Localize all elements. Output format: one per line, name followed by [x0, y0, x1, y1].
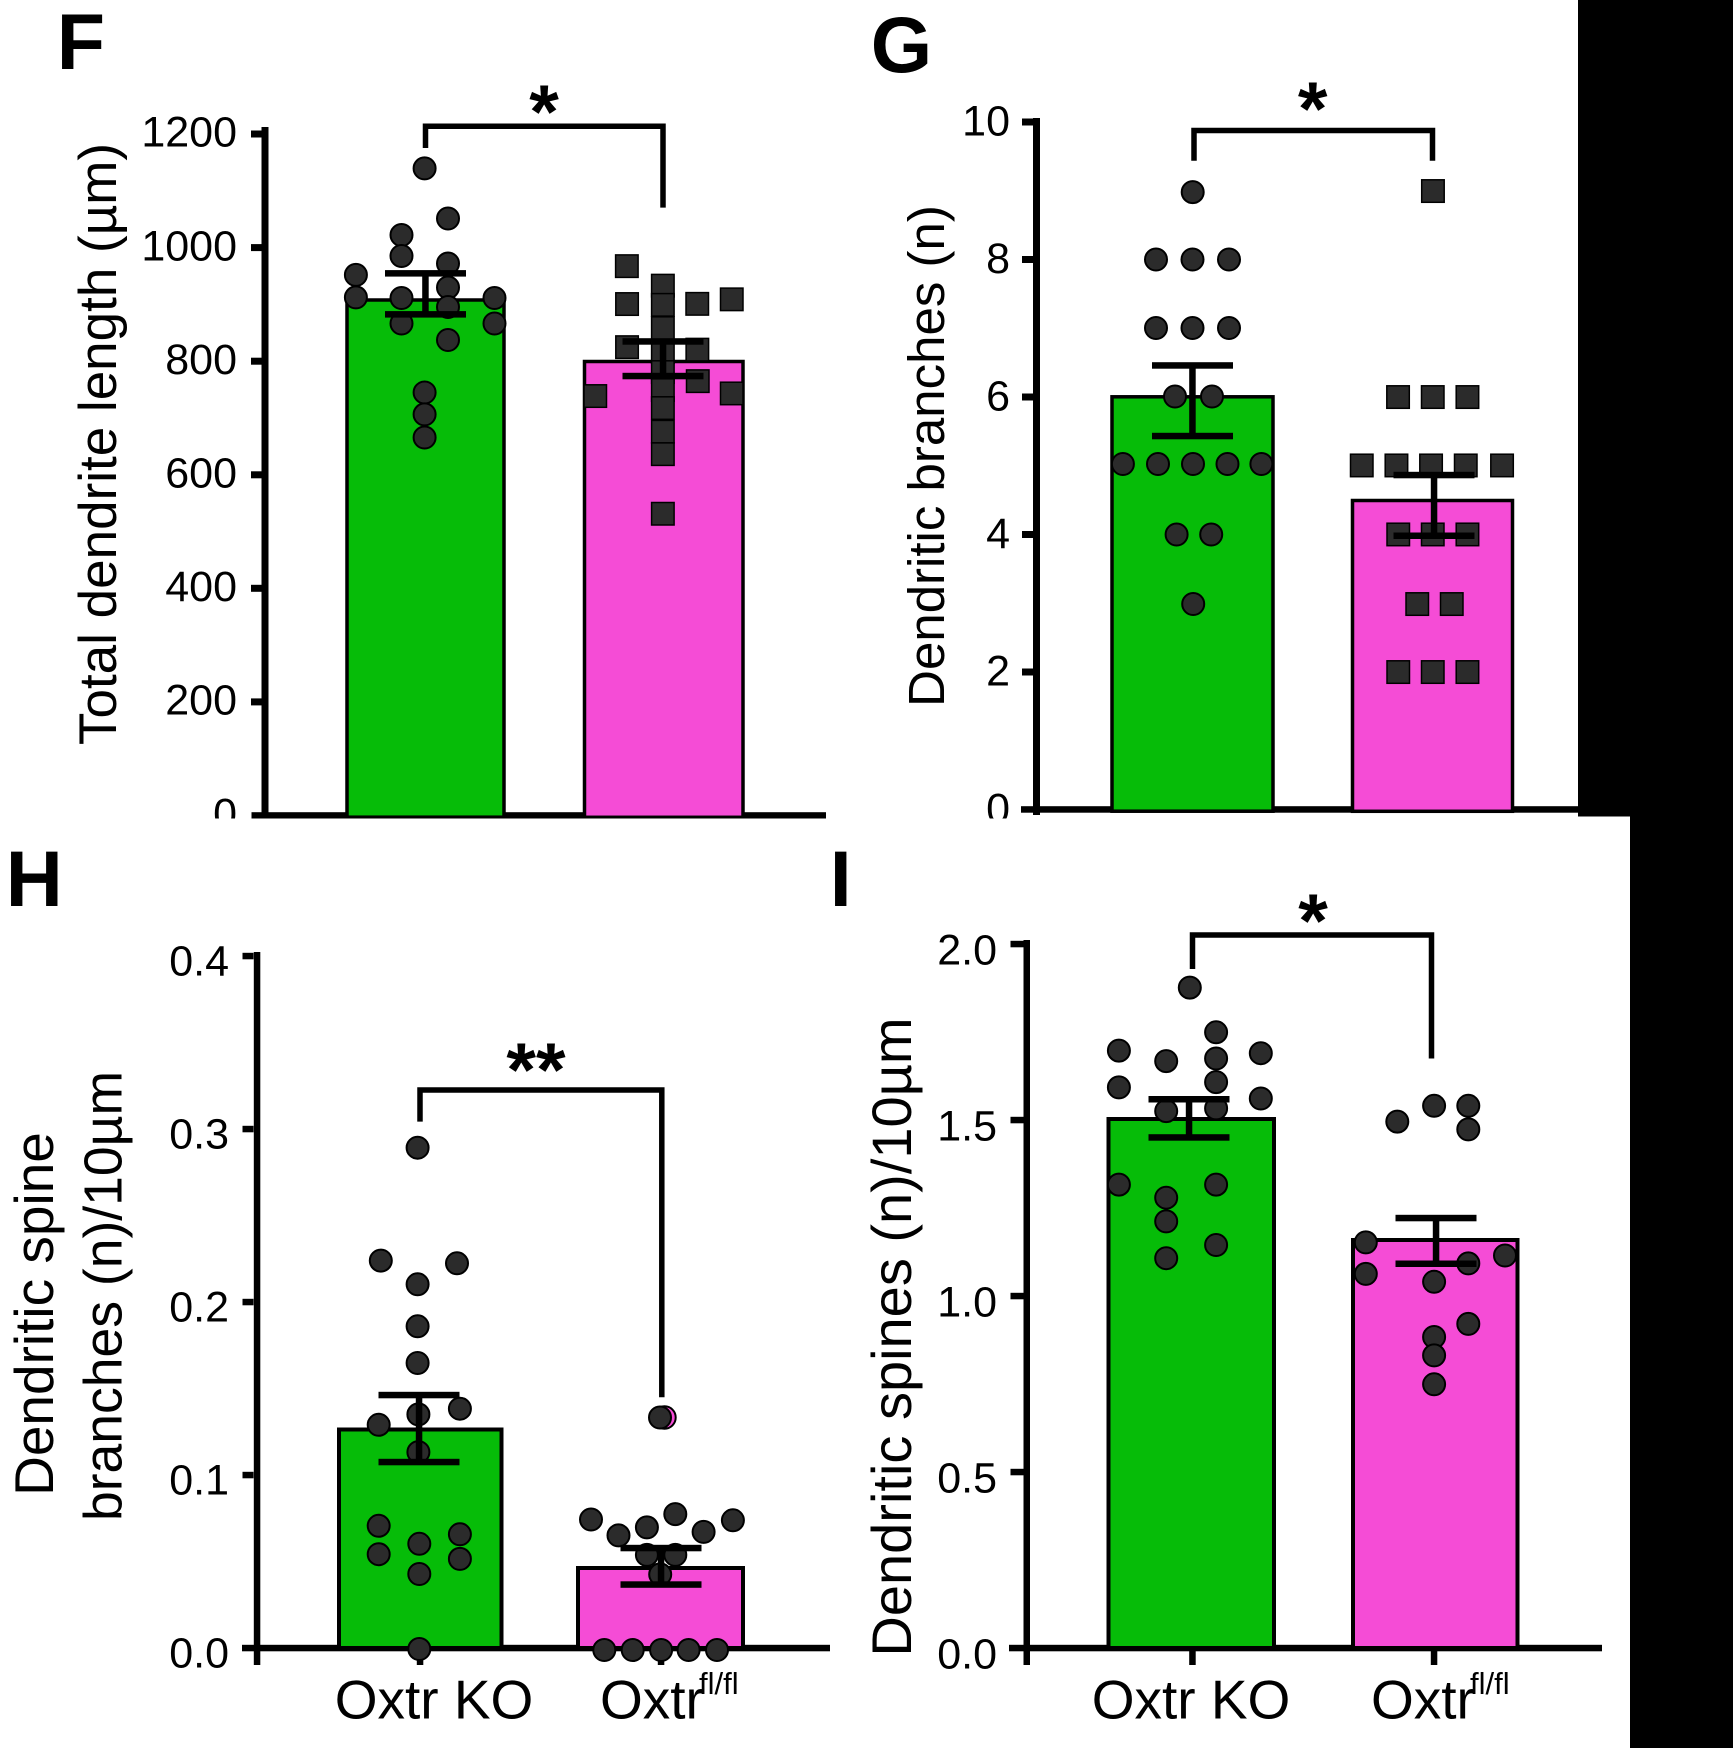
svg-text:Dendritic spines (n)/10µm: Dendritic spines (n)/10µm [860, 1017, 923, 1656]
svg-text:2: 2 [986, 648, 1010, 696]
svg-text:0.5: 0.5 [937, 1455, 997, 1503]
svg-text:0.3: 0.3 [169, 1111, 229, 1159]
svg-text:*: * [1298, 67, 1328, 152]
svg-text:1000: 1000 [141, 222, 237, 270]
svg-text:Oxtr KO: Oxtr KO [335, 1669, 534, 1731]
svg-text:branches (n)/10µm: branches (n)/10µm [75, 1071, 134, 1521]
svg-text:*: * [1298, 879, 1328, 964]
svg-text:0.4: 0.4 [169, 938, 229, 986]
svg-text:800: 800 [165, 336, 237, 384]
svg-text:8: 8 [986, 235, 1010, 283]
svg-text:Dendritic branches (n): Dendritic branches (n) [898, 205, 955, 707]
svg-text:0: 0 [986, 785, 1010, 833]
svg-text:1.0: 1.0 [937, 1279, 997, 1327]
svg-text:Total dendrite length (µm): Total dendrite length (µm) [69, 143, 128, 745]
svg-text:1200: 1200 [141, 109, 237, 157]
svg-text:0.1: 0.1 [169, 1457, 229, 1505]
svg-text:0: 0 [213, 790, 237, 838]
svg-text:10: 10 [962, 98, 1010, 146]
svg-text:Dendritic spine: Dendritic spine [3, 1132, 65, 1496]
svg-text:1.5: 1.5 [937, 1103, 997, 1151]
svg-text:**: ** [506, 1028, 566, 1113]
svg-text:0.0: 0.0 [169, 1630, 229, 1678]
svg-text:2.0: 2.0 [937, 927, 997, 975]
svg-text:G: G [871, 0, 932, 89]
svg-text:6: 6 [986, 373, 1010, 421]
svg-text:Oxtr: Oxtr [1371, 1669, 1475, 1731]
svg-text:F: F [57, 0, 105, 86]
svg-text:4: 4 [986, 510, 1010, 558]
svg-text:600: 600 [165, 450, 237, 498]
svg-text:fl/fl: fl/fl [699, 1666, 739, 1701]
svg-text:200: 200 [165, 677, 237, 725]
svg-text:*: * [529, 70, 559, 155]
svg-text:Oxtr KO: Oxtr KO [1092, 1669, 1291, 1731]
svg-text:400: 400 [165, 563, 237, 611]
svg-text:H: H [6, 834, 63, 923]
svg-text:fl/fl: fl/fl [1470, 1666, 1510, 1701]
svg-text:0.0: 0.0 [937, 1631, 997, 1679]
svg-text:Oxtr: Oxtr [600, 1669, 704, 1731]
svg-text:0.2: 0.2 [169, 1284, 229, 1332]
svg-text:I: I [830, 834, 852, 923]
